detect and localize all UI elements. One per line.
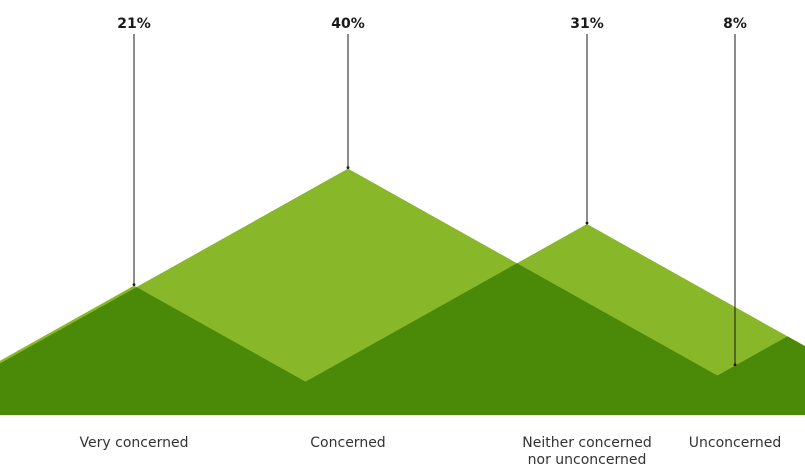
overlap-layer	[0, 263, 805, 415]
value-label-2: 40%	[331, 16, 365, 32]
category-label-3: Neither concerned nor unconcerned	[522, 435, 652, 468]
category-label-2: Concerned	[310, 435, 385, 451]
leader-dot-4	[733, 363, 737, 367]
label-layer: 21% 40% 31% 8% Very concerned Concerned Neithe…	[80, 16, 782, 468]
leader-dot-3	[585, 221, 589, 225]
overlap-mark-2	[246, 263, 788, 415]
overlap-mark-3	[647, 336, 805, 415]
category-label-1: Very concerned	[80, 435, 189, 451]
value-label-3: 31%	[570, 16, 604, 32]
leader-dot-2	[346, 166, 350, 170]
overlap-mark-1	[0, 287, 365, 415]
value-label-1: 21%	[117, 16, 151, 32]
category-label-4: Unconcerned	[689, 435, 781, 451]
leader-dot-1	[132, 283, 136, 287]
value-label-4: 8%	[723, 16, 747, 32]
